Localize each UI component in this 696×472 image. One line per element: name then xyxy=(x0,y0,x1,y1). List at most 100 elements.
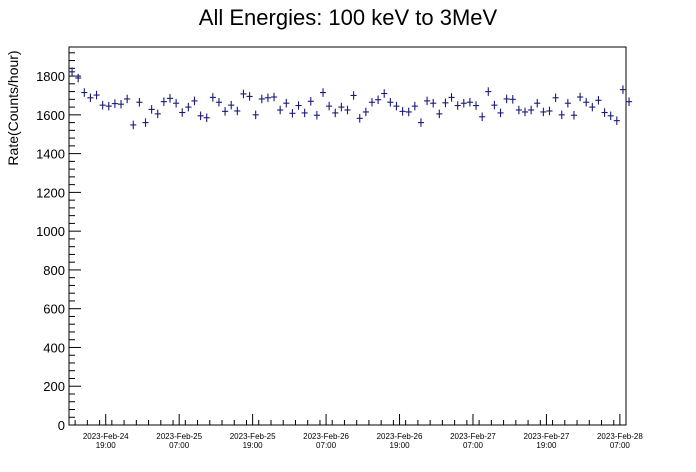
x-axis: 2023-Feb-2419:002023-Feb-2507:002023-Feb… xyxy=(74,414,643,450)
data-point xyxy=(332,108,339,118)
y-tick-label: 800 xyxy=(43,263,65,278)
data-point xyxy=(521,107,529,117)
data-point xyxy=(454,101,461,110)
data-point xyxy=(472,101,480,110)
x-tick-time-label: 07:00 xyxy=(610,441,631,450)
data-point xyxy=(577,92,584,102)
data-point xyxy=(87,93,94,103)
data-point xyxy=(166,94,174,103)
data-point xyxy=(570,110,578,120)
x-tick-time-label: 07:00 xyxy=(463,441,484,450)
x-tick-date-label: 2023-Feb-27 xyxy=(524,432,570,441)
data-point xyxy=(607,111,614,121)
y-tick-label: 200 xyxy=(43,379,65,394)
x-tick-time-label: 19:00 xyxy=(96,441,117,450)
data-point xyxy=(307,97,314,106)
data-point xyxy=(130,120,137,130)
data-point xyxy=(301,108,308,118)
y-tick-label: 600 xyxy=(43,302,65,317)
data-point xyxy=(601,108,608,117)
y-tick-label: 400 xyxy=(43,340,65,355)
data-point xyxy=(362,107,369,117)
data-point xyxy=(540,107,547,117)
x-tick-date-label: 2023-Feb-27 xyxy=(450,432,496,441)
y-tick-label: 0 xyxy=(58,418,65,433)
data-point xyxy=(203,113,210,123)
data-point xyxy=(75,73,82,83)
data-point xyxy=(375,95,382,104)
data-point xyxy=(209,93,216,102)
data-point xyxy=(534,98,541,108)
data-point xyxy=(485,87,492,96)
data-point xyxy=(417,118,425,127)
y-tick-label: 1200 xyxy=(36,185,65,200)
data-point xyxy=(497,108,504,118)
data-point xyxy=(81,88,88,97)
data-point xyxy=(99,100,106,110)
data-point xyxy=(405,107,412,117)
data-point xyxy=(491,100,498,110)
data-point xyxy=(185,102,192,112)
data-point xyxy=(234,106,241,116)
data-point xyxy=(436,109,443,119)
data-point xyxy=(399,107,406,116)
y-tick-label: 1000 xyxy=(36,224,65,239)
x-tick-date-label: 2023-Feb-25 xyxy=(156,432,202,441)
data-point xyxy=(448,93,455,102)
data-point xyxy=(215,97,223,107)
data-point xyxy=(466,97,473,107)
data-point xyxy=(344,105,351,115)
y-axis: 0 200 400 600 800 1000 1200 1400 1600 1800 xyxy=(36,52,81,433)
data-point xyxy=(430,98,437,108)
data-point xyxy=(289,109,296,118)
x-tick-time-label: 07:00 xyxy=(169,441,190,450)
data-point xyxy=(509,95,516,104)
x-tick-date-label: 2023-Feb-28 xyxy=(597,432,643,441)
data-point xyxy=(191,96,198,106)
data-point xyxy=(313,110,320,120)
x-tick-date-label: 2023-Feb-24 xyxy=(83,432,129,441)
x-tick-time-label: 19:00 xyxy=(536,441,557,450)
data-point xyxy=(411,101,418,111)
data-point xyxy=(350,91,357,100)
data-point xyxy=(613,116,620,125)
data-points xyxy=(69,67,633,130)
data-point xyxy=(619,85,626,94)
data-point xyxy=(583,97,590,107)
y-tick-label: 1800 xyxy=(36,69,65,84)
data-point xyxy=(117,99,125,109)
data-point xyxy=(295,101,302,110)
data-point xyxy=(546,106,553,116)
x-tick-time-label: 19:00 xyxy=(390,441,411,450)
data-point xyxy=(93,90,100,100)
data-point xyxy=(479,112,486,122)
data-point xyxy=(460,98,467,108)
data-point xyxy=(173,98,180,108)
data-point xyxy=(319,88,327,97)
data-point xyxy=(258,94,265,104)
data-point xyxy=(393,101,400,111)
data-point xyxy=(69,67,76,77)
data-point xyxy=(503,94,510,104)
data-point xyxy=(356,114,363,123)
data-point xyxy=(246,92,253,101)
data-point xyxy=(264,93,271,103)
x-tick-date-label: 2023-Feb-26 xyxy=(303,432,349,441)
data-point xyxy=(552,93,559,103)
plot-frame xyxy=(68,46,627,426)
data-point xyxy=(424,96,431,106)
y-tick-label: 1600 xyxy=(36,108,65,123)
data-point xyxy=(595,96,602,105)
data-point xyxy=(283,98,290,108)
data-point xyxy=(326,101,333,111)
data-point xyxy=(589,102,596,112)
data-point xyxy=(148,105,155,114)
data-point xyxy=(160,97,167,106)
data-point xyxy=(111,99,118,108)
y-axis-label: Rate(Counts/hour) xyxy=(5,50,21,165)
data-point xyxy=(528,105,535,115)
data-point xyxy=(270,92,278,102)
data-point xyxy=(442,98,449,108)
data-point xyxy=(387,97,394,107)
